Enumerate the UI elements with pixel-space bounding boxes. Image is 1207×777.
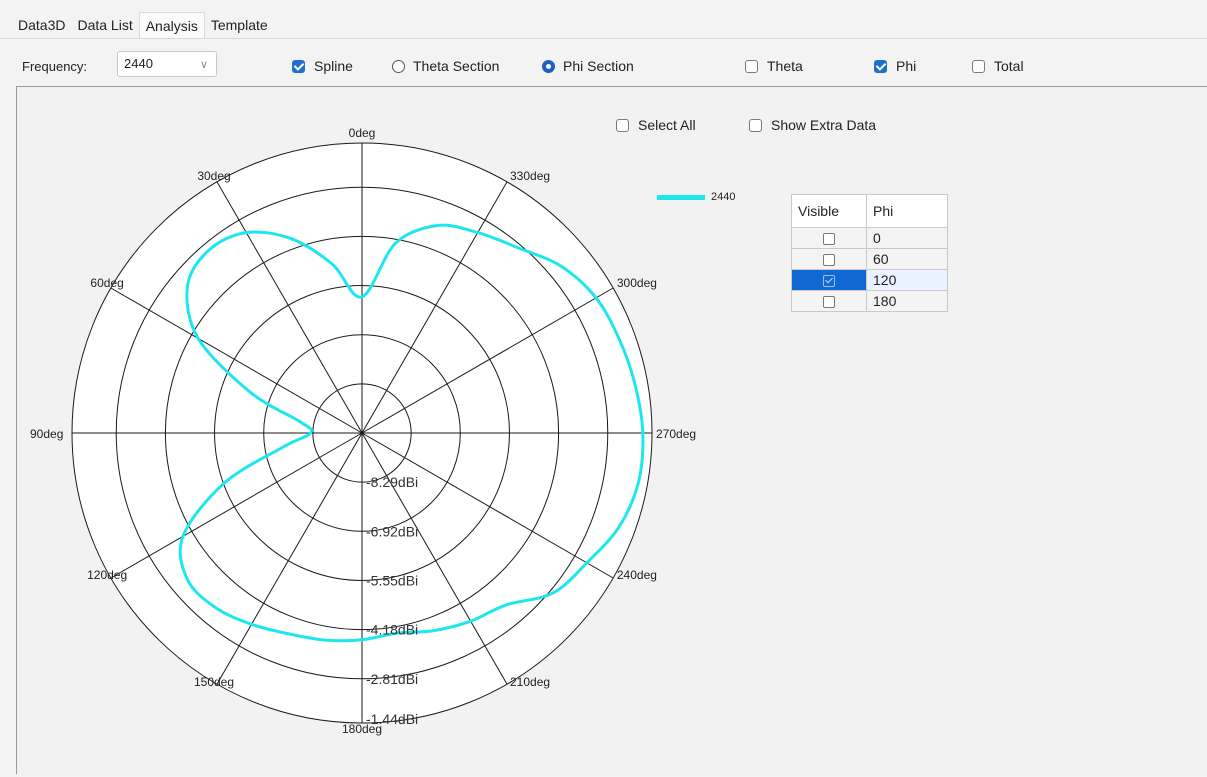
angle-label-240: 240deg — [617, 568, 657, 582]
polar-spoke — [216, 432, 363, 685]
theta-label: Theta — [767, 58, 803, 74]
phi-check-icon — [874, 59, 887, 73]
radial-label: -8.29dBi — [366, 474, 418, 490]
radial-label: -1.44dBi — [366, 711, 418, 727]
radial-label: -6.92dBi — [366, 523, 418, 539]
legend-swatch — [657, 194, 705, 200]
radial-label: -5.55dBi — [366, 572, 418, 588]
polar-spoke — [110, 287, 363, 434]
visible-cell[interactable] — [791, 248, 867, 270]
tab-data3d[interactable]: Data3D — [18, 17, 66, 33]
column-header-phi[interactable]: Phi — [866, 194, 948, 228]
phi-cell[interactable]: 180 — [866, 290, 948, 312]
visible-checkbox[interactable] — [823, 296, 835, 309]
phi-label: Phi — [896, 58, 917, 74]
radial-labels: -8.29dBi -6.92dBi -5.55dBi -4.18dBi -2.81dBi… — [366, 474, 418, 727]
phi-checkbox[interactable]: Phi — [874, 58, 916, 74]
table-row[interactable]: 60 — [791, 248, 948, 270]
total-checkbox[interactable]: Total — [972, 58, 1024, 74]
frequency-label: Frequency: — [22, 59, 88, 74]
phi-section-radio[interactable]: Phi Section — [542, 58, 634, 74]
show-extra-check-icon — [749, 118, 762, 132]
polar-spoke — [216, 181, 363, 434]
tab-analysis[interactable]: Analysis — [138, 12, 205, 39]
phi-cell[interactable]: 0 — [866, 227, 948, 249]
angle-label-60: 60deg — [90, 276, 123, 290]
tab-template[interactable]: Template — [210, 17, 268, 33]
select-all-check-icon — [616, 118, 629, 132]
select-all-label: Select All — [638, 117, 696, 133]
analysis-toolbar: Frequency: 2440 ∨ Spline Theta Section P… — [0, 38, 1207, 87]
legend-label: 2440 — [711, 191, 736, 203]
show-extra-label: Show Extra Data — [771, 117, 877, 133]
polar-spoke — [361, 181, 508, 434]
radial-label: -4.18dBi — [366, 622, 418, 638]
polar-grid — [71, 142, 653, 724]
table-row[interactable]: 180 — [791, 290, 948, 312]
tab-bar: Data3D Data List Analysis Template — [12, 8, 274, 39]
table-row[interactable]: 0 — [791, 227, 948, 249]
theta-section-radio-icon — [392, 59, 405, 73]
polar-spoke — [361, 432, 508, 685]
spline-check-icon — [292, 59, 305, 73]
tab-data-list[interactable]: Data List — [77, 17, 133, 33]
polar-spoke — [361, 432, 614, 579]
chart-legend: 2440 — [657, 191, 735, 203]
theta-checkbox[interactable]: Theta — [745, 58, 803, 74]
frequency-select[interactable]: 2440 ∨ — [117, 51, 217, 77]
angle-label-180: 180deg — [342, 722, 382, 736]
angle-label-330: 330deg — [510, 169, 550, 183]
angle-label-30: 30deg — [197, 169, 230, 183]
spline-checkbox[interactable]: Spline — [292, 58, 353, 74]
angle-label-270: 270deg — [656, 427, 696, 441]
select-all-checkbox[interactable]: Select All — [616, 117, 696, 133]
angle-labels: 0deg 30deg 60deg 90deg 120deg 150deg 180deg 210… — [30, 126, 696, 736]
table-row[interactable]: 120 — [791, 269, 948, 291]
phi-section-radio-icon — [542, 59, 555, 73]
angle-label-300: 300deg — [617, 276, 657, 290]
frequency-value: 2440 — [124, 56, 153, 71]
angle-label-0: 0deg — [349, 126, 376, 140]
visible-cell[interactable] — [791, 290, 867, 312]
angle-label-210: 210deg — [510, 675, 550, 689]
visible-checkbox[interactable] — [823, 275, 835, 288]
phi-table: Visible Phi 0 60 120 180 — [791, 194, 948, 312]
angle-label-150: 150deg — [194, 675, 234, 689]
total-label: Total — [994, 58, 1024, 74]
theta-section-label: Theta Section — [413, 58, 500, 74]
angle-label-90: 90deg — [30, 427, 63, 441]
visible-checkbox[interactable] — [823, 254, 835, 267]
radial-label: -2.81dBi — [366, 671, 418, 687]
column-header-visible[interactable]: Visible — [791, 194, 867, 228]
total-check-icon — [972, 59, 985, 73]
phi-cell[interactable]: 60 — [866, 248, 948, 270]
series-2440-line — [178, 223, 645, 643]
theta-section-radio[interactable]: Theta Section — [392, 58, 499, 74]
phi-section-label: Phi Section — [563, 58, 634, 74]
phi-cell[interactable]: 120 — [866, 269, 948, 291]
visible-cell[interactable] — [791, 227, 867, 249]
polar-spoke — [110, 432, 363, 579]
chevron-down-icon: ∨ — [199, 59, 208, 71]
spline-label: Spline — [314, 58, 353, 74]
show-extra-data-checkbox[interactable]: Show Extra Data — [749, 117, 876, 133]
angle-label-120: 120deg — [87, 568, 127, 582]
visible-checkbox[interactable] — [823, 233, 835, 246]
visible-cell[interactable] — [791, 269, 867, 291]
polar-spoke — [361, 287, 614, 434]
theta-check-icon — [745, 59, 758, 73]
